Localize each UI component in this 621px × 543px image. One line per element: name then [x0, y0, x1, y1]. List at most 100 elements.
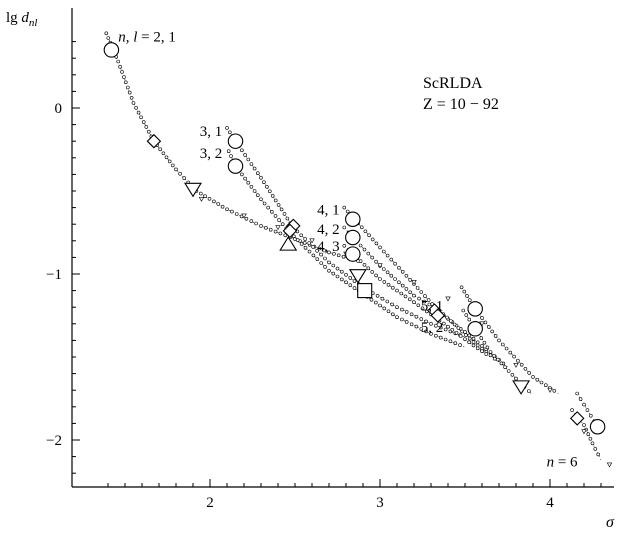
marker-triangle-up — [279, 236, 298, 251]
series-point — [385, 270, 390, 275]
series-point — [434, 333, 438, 338]
series-point — [299, 233, 304, 238]
series-point — [443, 337, 448, 342]
curve-annotation: 4, 3 — [317, 239, 340, 255]
series-point — [380, 296, 385, 301]
series-point — [408, 278, 413, 282]
series-point — [370, 255, 375, 260]
series-point — [342, 244, 347, 248]
series-point — [342, 225, 347, 230]
marker-diamond — [282, 223, 298, 239]
series-point — [381, 249, 386, 254]
series-point — [429, 321, 433, 326]
axes — [71, 8, 614, 488]
series-point — [419, 317, 424, 321]
plot-area — [103, 31, 613, 468]
series-point — [332, 252, 336, 256]
series-point — [249, 219, 254, 223]
series-point — [254, 221, 258, 226]
series-point — [259, 197, 263, 202]
marker-triangle-down — [348, 269, 367, 284]
y-tick-label: −1 — [46, 267, 62, 283]
series-point — [374, 241, 379, 246]
series-point — [335, 266, 340, 271]
series-point — [291, 234, 296, 239]
series-point — [467, 317, 472, 322]
marker-diamond — [146, 133, 162, 149]
series-point — [382, 306, 387, 311]
series-point — [400, 307, 404, 312]
series-point — [382, 280, 387, 284]
series-point — [596, 452, 601, 457]
series-point — [395, 305, 399, 310]
series-point — [317, 246, 322, 251]
scatter-small-triangle — [445, 296, 451, 302]
series-point — [139, 115, 143, 120]
series-point — [458, 334, 463, 338]
series-point — [404, 273, 409, 278]
series-point — [225, 126, 229, 130]
series-point — [404, 287, 409, 291]
series-point — [327, 250, 331, 255]
series-point — [586, 432, 591, 437]
series-point — [373, 300, 378, 305]
series-point — [341, 254, 346, 259]
series-point — [120, 70, 124, 74]
series-point — [358, 259, 363, 264]
series-point — [319, 252, 323, 257]
series-point — [385, 253, 390, 258]
series-point — [264, 226, 268, 230]
series-point — [344, 280, 348, 285]
series-point — [490, 329, 495, 334]
series-point — [285, 216, 290, 221]
curve-annotation: 3, 2 — [200, 146, 223, 162]
series-point — [378, 303, 382, 308]
curve-annotation: n, l = 2, 1 — [118, 30, 176, 46]
series-point — [453, 341, 458, 346]
series-point — [543, 383, 548, 388]
series-point — [259, 175, 263, 180]
series-point — [199, 191, 203, 196]
marker-circle — [345, 246, 361, 262]
series-point — [327, 260, 331, 265]
series-point — [471, 336, 476, 341]
series-point — [265, 185, 269, 189]
series-point — [246, 157, 251, 162]
series-point — [400, 283, 405, 288]
series-point — [259, 224, 263, 228]
x-tick-label: 4 — [546, 495, 554, 511]
series-point — [315, 249, 319, 253]
series-point — [249, 185, 254, 189]
series-point — [322, 248, 326, 253]
series-point — [552, 388, 557, 393]
y-axis-label: lg dnl — [6, 10, 37, 29]
series-point — [412, 293, 416, 298]
series-point — [480, 343, 484, 348]
series-point — [526, 389, 531, 393]
series-point — [527, 371, 532, 375]
curve-annotation: 5, 1 — [421, 299, 444, 315]
series-point — [226, 149, 231, 153]
series-point — [535, 377, 540, 382]
series-point — [136, 110, 141, 115]
series-point — [460, 329, 465, 334]
series-point — [178, 171, 182, 176]
series-point — [434, 323, 438, 328]
series-point — [389, 257, 394, 262]
marker-triangle-down — [184, 182, 202, 198]
series-point — [229, 154, 233, 158]
series-point — [127, 90, 132, 95]
series-point — [464, 313, 469, 317]
series-point — [363, 229, 368, 234]
series-point — [339, 277, 344, 282]
series-point — [273, 198, 278, 203]
series-point — [124, 80, 128, 85]
series-point — [404, 310, 409, 314]
series-point — [400, 269, 405, 274]
series-point — [161, 151, 166, 156]
series-point — [302, 241, 307, 245]
series-point — [386, 309, 391, 314]
series-point — [424, 319, 428, 324]
series-point — [267, 189, 272, 194]
series-point — [212, 199, 216, 204]
